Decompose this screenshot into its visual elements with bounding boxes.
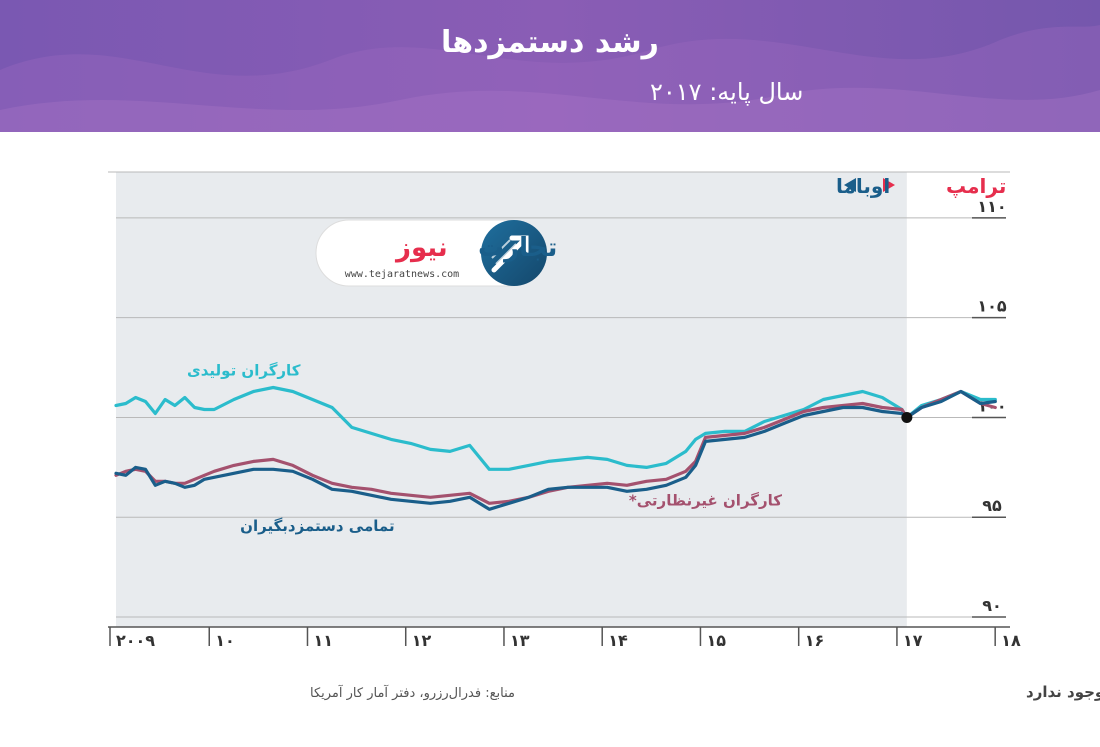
series-label-manufacturing: کارگران تولیدی xyxy=(187,362,301,380)
obama-label: اوباما xyxy=(836,174,890,198)
x-tick-label: ۱۳ xyxy=(510,631,530,650)
trump-arrow-icon xyxy=(883,178,895,192)
sources-text: منابع: فدرال‌رزرو، دفتر آمار کار آمریکا xyxy=(310,684,515,701)
series-line-all_workers xyxy=(114,389,997,511)
x-tick-label: ۱۰ xyxy=(215,631,235,650)
base-point-marker xyxy=(901,411,913,423)
x-tick-label: ۱۵ xyxy=(706,631,726,650)
x-tick-label: ۱۸ xyxy=(1001,631,1021,650)
x-tick-label: ۱۶ xyxy=(805,631,825,650)
header-background xyxy=(0,0,1100,132)
presidents-legend: ترامپ اوباما xyxy=(836,174,1006,198)
header-wave xyxy=(0,87,1100,132)
logo-arrow-icon xyxy=(491,235,529,273)
x-axis: ۲۰۰۹ ۱۰ ۱۱ ۱۲ ۱۳ ۱۴ ۱۵ ۱۶ ۱۷ ۱۸ xyxy=(108,626,1021,650)
logo-brand-part1: تجارت xyxy=(478,233,557,263)
series-labels: کارگران تولیدی کارگران غیرنظارتی* تمامی دس… xyxy=(187,362,782,536)
tejaratnews-logo: تجارت نیوز www.tejaratnews.com xyxy=(315,219,557,287)
y-tick-label: ۱۰۵ xyxy=(977,297,1007,316)
x-tick-label: ۱۴ xyxy=(608,631,628,650)
x-tick-label: ۱۷ xyxy=(903,631,923,650)
series-label-all_workers: تمامی دستمزدبگیران xyxy=(240,517,394,535)
header-wave xyxy=(0,25,1100,132)
logo-url: www.tejaratnews.com xyxy=(345,269,459,280)
chart-subtitle: سال پایه: ۲۰۱۷ xyxy=(650,78,803,106)
x-tick-label: ۲۰۰۹ xyxy=(116,631,155,650)
series-label-non_supervisory: کارگران غیرنظارتی* xyxy=(629,491,782,509)
y-tick-label: ۱۱۰ xyxy=(977,197,1006,216)
logo-brand-part2: نیوز xyxy=(394,233,448,263)
y-tick-label: ۹۵ xyxy=(982,496,1002,515)
x-tick-label: ۱۱ xyxy=(313,631,333,650)
footnote-text: *کارگرانی که نظارتی بر کار آنها وجود ندا… xyxy=(1026,683,1100,701)
base-point xyxy=(901,411,913,423)
x-tick-label: ۱۲ xyxy=(412,631,432,650)
y-tick-label: ۹۰ xyxy=(982,596,1002,615)
series-line-manufacturing xyxy=(114,385,997,471)
logo-stripes-icon xyxy=(491,239,517,265)
obama-arrow-icon xyxy=(844,178,856,192)
chart-title: رشد دستمزدها xyxy=(441,25,659,60)
trump-label: ترامپ xyxy=(946,174,1006,198)
series-lines xyxy=(114,385,997,511)
